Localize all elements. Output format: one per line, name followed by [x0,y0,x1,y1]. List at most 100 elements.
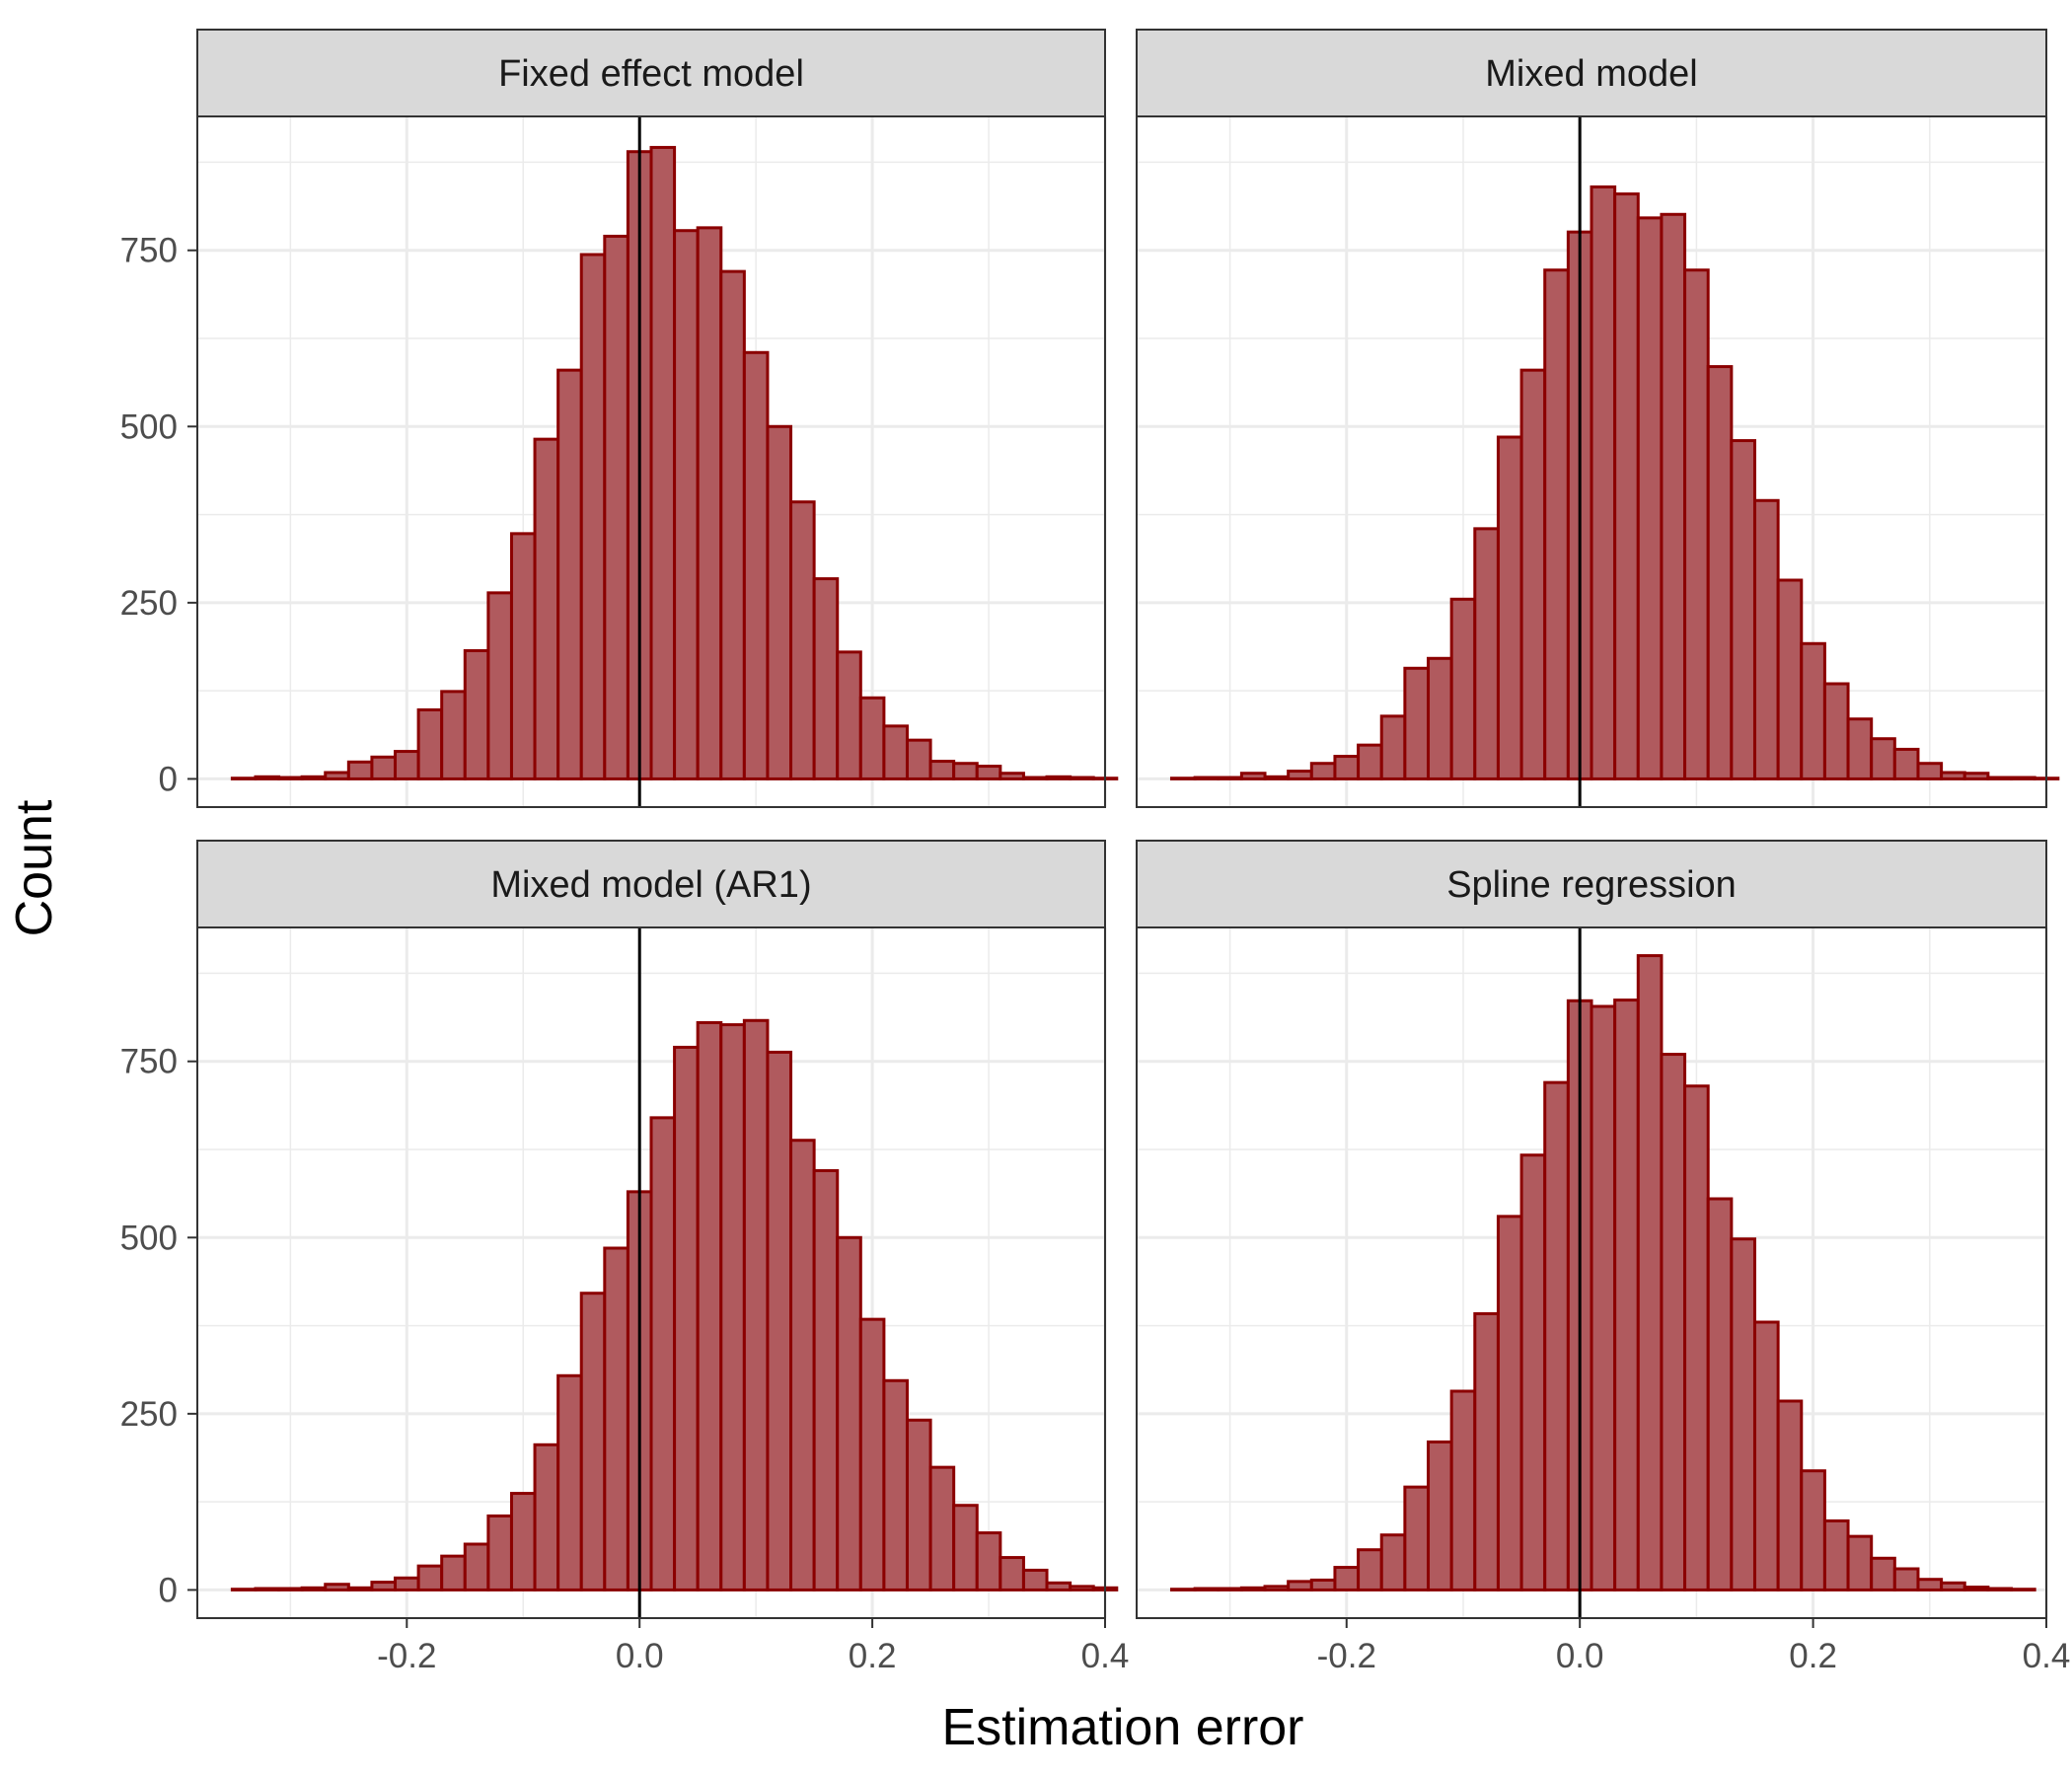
histogram-bar [463,1542,490,1591]
histogram-bar [673,1045,700,1591]
histogram-bar [1846,717,1874,780]
x-tick-label: -0.2 [377,1637,436,1675]
histogram-bar [603,1246,629,1591]
histogram-bar [1892,1567,1920,1591]
histogram-bar [1986,776,2014,780]
histogram-bar [324,1583,350,1591]
histogram-bar [673,229,700,780]
histogram-bar [1543,268,1570,780]
histogram-bar [603,234,629,780]
histogram-bar [463,648,490,780]
histogram-bar [416,1564,444,1591]
histogram-bar [1940,771,1966,780]
histogram-bar [1822,1518,1850,1591]
histogram-bar [836,1235,862,1591]
histogram-bar [1916,762,1944,780]
histogram-bar [1309,762,1337,780]
histogram-bar [486,591,513,780]
histogram-bar [858,1317,886,1591]
histogram-bar [300,1586,328,1591]
x-axis-title: Estimation error [942,1699,1304,1756]
histogram-bar [1239,772,1267,780]
histogram-bar [836,650,862,780]
histogram-bar [486,1514,513,1591]
histogram-bar [254,775,281,780]
histogram-bar [556,368,583,780]
histogram-bar [370,1581,398,1591]
histogram-bar [1776,578,1804,780]
histogram-bar [1962,1586,1990,1591]
histogram-bar [858,696,886,780]
histogram-bar [742,1018,770,1591]
histogram-bar [1940,1581,1966,1591]
histogram-bar [1496,1215,1523,1591]
histogram-bar [533,1443,560,1591]
histogram-bar [1045,775,1073,780]
histogram-bar [300,775,328,780]
histogram-bar [905,1418,932,1591]
histogram-bar [1613,999,1640,1591]
facet-strip [196,29,1106,117]
histogram-bar [649,1116,677,1591]
histogram-bar [324,771,350,780]
histogram-bar [999,772,1025,780]
histogram-bar [440,690,467,780]
histogram-bar [882,724,909,780]
histogram-bar [346,1586,374,1591]
histogram-bar [766,424,793,780]
histogram-bar [1217,776,1243,780]
histogram-bar [1870,1556,1896,1591]
histogram-bar [230,1588,258,1591]
y-tick-label: 0 [159,1571,178,1609]
histogram-bar [1473,527,1500,780]
histogram-bar [1193,1587,1221,1591]
histogram-bar [1636,954,1664,1591]
histogram-bar [1449,1389,1477,1591]
histogram-bar [1379,1533,1407,1591]
x-tick-label: 0.2 [1789,1637,1837,1675]
histogram-bar [1263,1585,1291,1591]
histogram-bar [1217,1587,1243,1591]
histogram-bar [1660,212,1687,780]
histogram-bar [696,1020,723,1591]
histogram-bar [2010,776,2036,780]
histogram-bar [766,1050,793,1591]
y-axis-title: Count [6,799,63,936]
histogram-bar [394,1576,420,1591]
y-tick-label: 500 [120,407,178,446]
histogram-bar [1590,185,1617,780]
histogram-bar [1683,268,1710,780]
histogram-bar [533,437,560,780]
histogram-bar [1403,1485,1431,1591]
x-tick-label: 0.2 [849,1637,897,1675]
histogram-bar [812,577,840,780]
axes-layer: 0 250 500 750 0 250 500 750 -0.2 0.0 0.2 0.4 -0.2 0.0… [120,232,2071,1675]
histogram-bar [1892,747,1920,780]
histogram-bar [1962,772,1990,780]
histogram-bar [579,253,607,780]
histogram-bar [277,776,304,780]
histogram-bar [1660,1053,1687,1591]
histogram-bar [509,532,537,780]
facet-strip-label: Mixed model [1485,53,1697,95]
histogram-bar [719,269,746,780]
histogram-bar [370,755,398,780]
histogram-bar [696,226,723,780]
histogram-bar [1021,1568,1049,1591]
x-tick-label: -0.2 [1317,1637,1376,1675]
histogram-bar [509,1492,537,1591]
histogram-bar [952,762,979,780]
facet-strip-label: Fixed effect model [498,53,804,95]
histogram-bar [719,1023,746,1591]
histogram-bar [1403,666,1431,780]
histogram-bar [1169,1588,1197,1591]
histogram-bar [789,1139,816,1591]
y-tick-label: 750 [120,1043,178,1081]
facet-strip-label: Spline regression [1446,864,1737,906]
x-tick-label: 0.4 [2023,1637,2071,1675]
histogram-bar [277,1587,304,1591]
histogram-bar [975,1531,1002,1591]
histogram-bar [975,765,1002,780]
histogram-bar [1590,1004,1617,1591]
histogram-bar [1916,1578,1944,1591]
